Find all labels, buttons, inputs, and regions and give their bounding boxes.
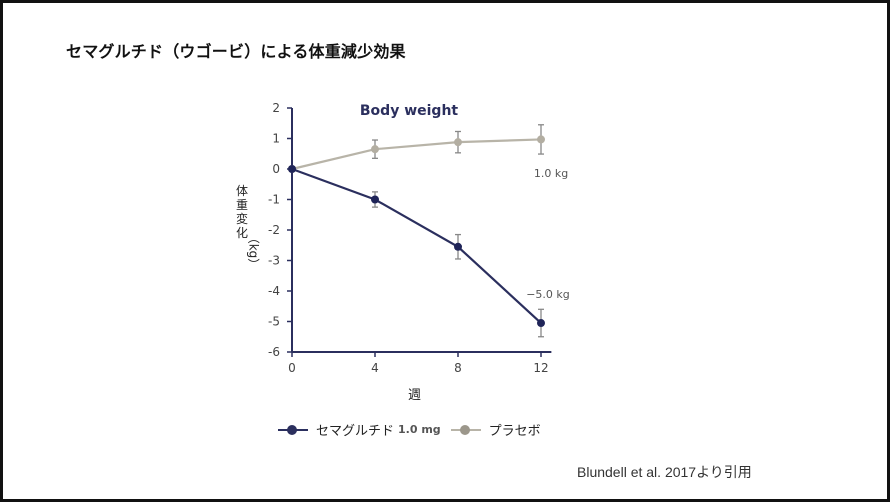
placebo-end-label: 1.0 kg — [534, 167, 568, 180]
y-tick-label: 1 — [272, 132, 280, 146]
legend-dose: 1.0 mg — [398, 423, 441, 436]
data-point — [537, 319, 545, 328]
legend-label: セマグルチド — [316, 424, 395, 439]
y-axis-label: 体重変化 （kg） — [234, 184, 260, 270]
y-tick-label: -6 — [268, 345, 280, 359]
x-tick-label: 4 — [371, 361, 379, 375]
legend-marker-icon — [450, 423, 481, 437]
x-tick-label: 12 — [533, 361, 548, 375]
y-tick-label: -1 — [268, 193, 280, 207]
semaglutide-end-label: −5.0 kg — [526, 288, 570, 301]
series-line — [291, 138, 542, 171]
y-tick-label: 0 — [272, 162, 280, 176]
citation: Blundell et al. 2017より引用 — [577, 464, 752, 480]
data-point — [371, 195, 379, 204]
data-point — [288, 165, 296, 173]
y-axis-unit: （kg） — [246, 231, 261, 271]
series-line — [291, 167, 542, 324]
y-tick-label: -3 — [268, 254, 280, 268]
x-tick-label: 8 — [454, 361, 462, 375]
legend-marker-icon — [278, 423, 308, 437]
legend-item-placebo: プラセボ — [450, 420, 541, 439]
page-title: セマグルチド（ウゴービ）による体重減少効果 — [66, 42, 406, 61]
data-point — [537, 135, 545, 144]
data-point — [454, 138, 462, 147]
y-tick-label: -5 — [268, 315, 280, 329]
legend-label: プラセボ — [488, 424, 541, 439]
x-tick-label: 0 — [288, 361, 296, 375]
y-tick-label: -4 — [268, 284, 280, 298]
x-axis-label: 週 — [408, 388, 422, 403]
y-tick-label: -2 — [268, 223, 280, 237]
data-point — [454, 242, 462, 251]
data-point — [371, 145, 379, 154]
chart-legend: セマグルチド 1.0 mg プラセボ — [278, 420, 545, 439]
y-axis-label-text: 体重変化 — [235, 184, 248, 240]
chart-title: Body weight — [360, 103, 459, 119]
y-tick-label: 2 — [272, 101, 280, 115]
legend-item-semaglutide: セマグルチド 1.0 mg — [278, 420, 441, 439]
